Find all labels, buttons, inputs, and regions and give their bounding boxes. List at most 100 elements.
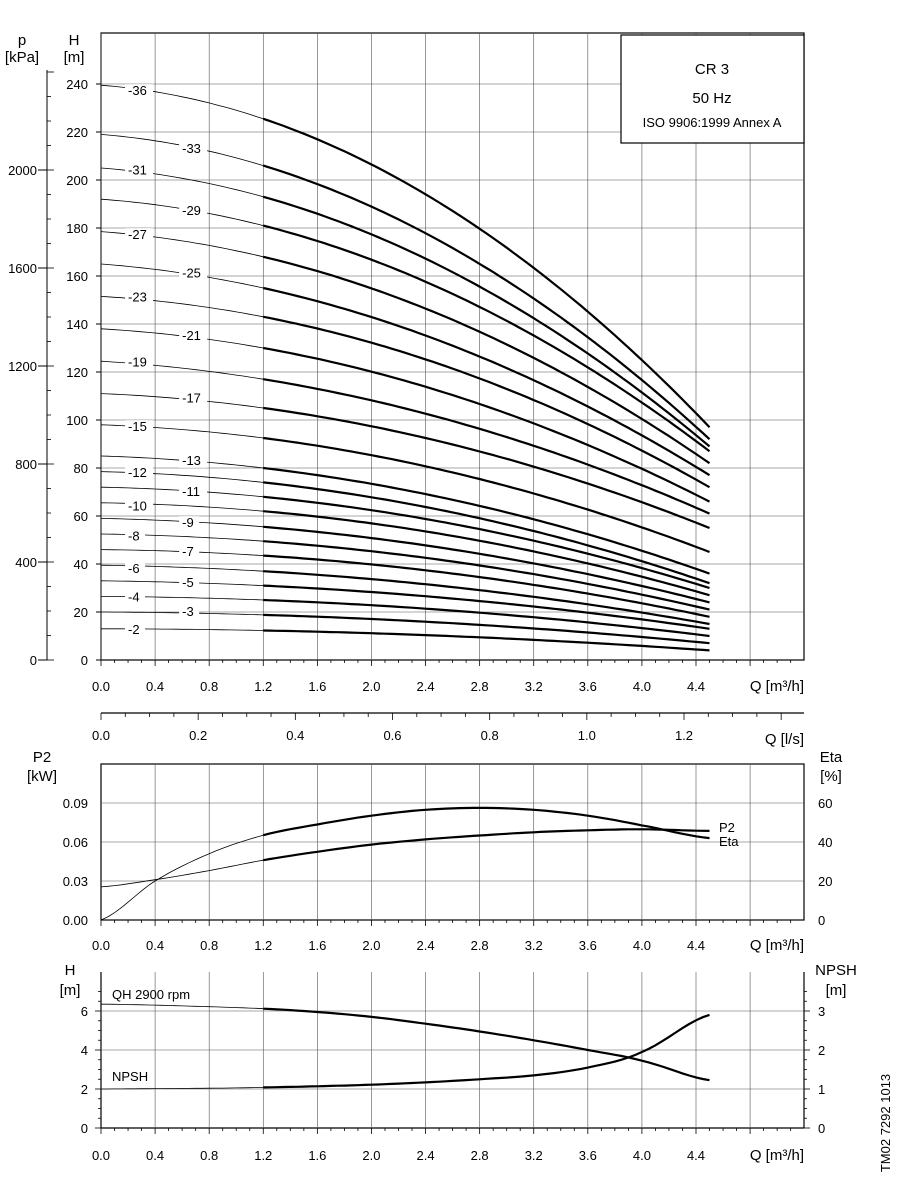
head-curve-n29 — [263, 224, 711, 453]
power-series-label-p2: P2 — [719, 820, 735, 835]
head-curve-n11 — [263, 495, 710, 590]
power-x-tick-label: 1.6 — [308, 938, 326, 953]
npsh-x-tick-label: 0.0 — [92, 1148, 110, 1163]
npsh-x-tick-label: 2.0 — [362, 1148, 380, 1163]
head-curve-label: -15 — [128, 419, 147, 434]
head-curve-label: -33 — [182, 141, 201, 156]
head-curve-label: -25 — [182, 266, 201, 281]
head-x-tick-label: 1.2 — [254, 679, 272, 694]
head-x-tick-label: 1.6 — [308, 679, 326, 694]
power-y-axis-label: P2 — [33, 749, 51, 766]
npsh-curve-thin-qh-2900-rpm — [101, 1003, 264, 1010]
ls-axis-tick-label: 0.4 — [286, 728, 304, 743]
npsh-x-tick-label: 2.4 — [417, 1148, 435, 1163]
head-curve-label-bg — [179, 391, 208, 406]
head-y-tick-label: 60 — [74, 509, 88, 524]
head-curve-label-bg — [179, 329, 208, 343]
head-y-tick-label: 120 — [66, 365, 88, 380]
head-x-tick-label: 0.8 — [200, 679, 218, 694]
pressure-tick-label: 1200 — [8, 359, 37, 374]
head-curve-n8 — [263, 540, 710, 611]
ls-axis-tick-label: 0.6 — [383, 728, 401, 743]
head-curve-label: -6 — [128, 561, 140, 576]
head-curve-label-bg — [125, 529, 146, 544]
head-curve-label-bg — [125, 228, 154, 243]
head-curve-label-bg — [125, 355, 154, 370]
power-y-tick-label: 0.00 — [63, 913, 88, 928]
head-y-tick-label: 20 — [74, 605, 88, 620]
npsh-axis-unit: [m] — [826, 982, 847, 999]
power-y-axis-unit: [kW] — [27, 768, 57, 785]
head-curve-n36 — [262, 117, 711, 428]
npsh-x-tick-label: 1.6 — [308, 1148, 326, 1163]
npsh-h-axis-unit: [m] — [60, 982, 81, 999]
npsh-x-tick-label: 4.0 — [633, 1148, 651, 1163]
power-x-tick-label: 3.2 — [525, 938, 543, 953]
head-curve-label: -21 — [182, 328, 201, 343]
title-box — [620, 34, 805, 144]
head-curve-n13 — [263, 466, 710, 575]
head-curve-n2 — [263, 629, 710, 652]
eta-y-axis-unit: [%] — [820, 768, 842, 785]
head-curve-label: -12 — [128, 465, 147, 480]
head-curve-label: -23 — [128, 290, 147, 305]
ls-axis-tick-label: 0.0 — [92, 728, 110, 743]
eta-y-axis-label: Eta — [820, 749, 843, 766]
head-curve-label-bg — [179, 576, 200, 591]
head-y-tick-label: 160 — [66, 269, 88, 284]
eta-y-tick-label: 20 — [818, 874, 832, 889]
head-curve-label: -8 — [128, 528, 140, 543]
head-curve-label-bg — [179, 605, 200, 619]
npsh-h-tick-label: 6 — [81, 1004, 88, 1019]
pressure-tick-label: 1600 — [8, 261, 37, 276]
document-code: TM02 7292 1013 — [878, 1074, 893, 1172]
pressure-axis-label: p — [18, 32, 26, 49]
npsh-x-tick-label: 0.4 — [146, 1148, 164, 1163]
npsh-series-label-qh: QH 2900 rpm — [112, 987, 190, 1002]
head-curve-n31 — [262, 195, 711, 448]
head-x-tick-label: 0.0 — [92, 679, 110, 694]
npsh-curve-thin-npsh — [101, 1087, 264, 1090]
head-curve-label-bg — [179, 141, 208, 156]
head-y-tick-label: 200 — [66, 173, 88, 188]
power-x-tick-label: 1.2 — [254, 938, 272, 953]
power-x-axis-label: Q [m³/h] — [750, 937, 804, 954]
npsh-curve-npsh — [263, 1013, 710, 1089]
power-curve-p2 — [263, 828, 710, 862]
head-y-tick-label: 100 — [66, 413, 88, 428]
ls-axis-tick-label: 1.2 — [675, 728, 693, 743]
power-x-tick-label: 2.4 — [417, 938, 435, 953]
head-curve-n25 — [263, 286, 711, 477]
pressure-tick-label: 2000 — [8, 163, 37, 178]
pressure-tick-label: 800 — [15, 457, 37, 472]
power-curve-thin-p2 — [100, 859, 264, 888]
npsh-x-axis-label: Q [m³/h] — [750, 1147, 804, 1164]
npsh-h-tick-label: 4 — [81, 1043, 88, 1058]
power-x-tick-label: 2.0 — [362, 938, 380, 953]
npsh-tick-label: 1 — [818, 1082, 825, 1097]
head-x-axis-label: Q [m³/h] — [750, 678, 804, 695]
power-x-tick-label: 2.8 — [471, 938, 489, 953]
head-curve-label-bg — [125, 163, 154, 178]
head-x-tick-label: 3.6 — [579, 679, 597, 694]
power-y-tick-label: 0.06 — [63, 835, 88, 850]
head-y-tick-label: 80 — [74, 461, 88, 476]
npsh-x-tick-label: 3.2 — [525, 1148, 543, 1163]
head-curve-label-bg — [125, 623, 146, 637]
head-curve-label: -19 — [128, 354, 147, 369]
npsh-series-label-npsh: NPSH — [112, 1069, 148, 1084]
power-series-label-eta: Eta — [719, 834, 739, 849]
head-y-tick-label: 40 — [74, 557, 88, 572]
head-curve-n4 — [263, 598, 710, 638]
head-y-axis-label: H — [69, 32, 80, 49]
head-curve-label-bg — [179, 545, 200, 559]
head-y-tick-label: 140 — [66, 317, 88, 332]
npsh-x-tick-label: 0.8 — [200, 1148, 218, 1163]
head-curve-n6 — [263, 570, 710, 626]
head-curve-n5 — [263, 584, 710, 630]
head-curve-label-bg — [125, 84, 154, 99]
eta-y-tick-label: 60 — [818, 796, 832, 811]
npsh-h-tick-label: 2 — [81, 1082, 88, 1097]
npsh-x-tick-label: 1.2 — [254, 1148, 272, 1163]
